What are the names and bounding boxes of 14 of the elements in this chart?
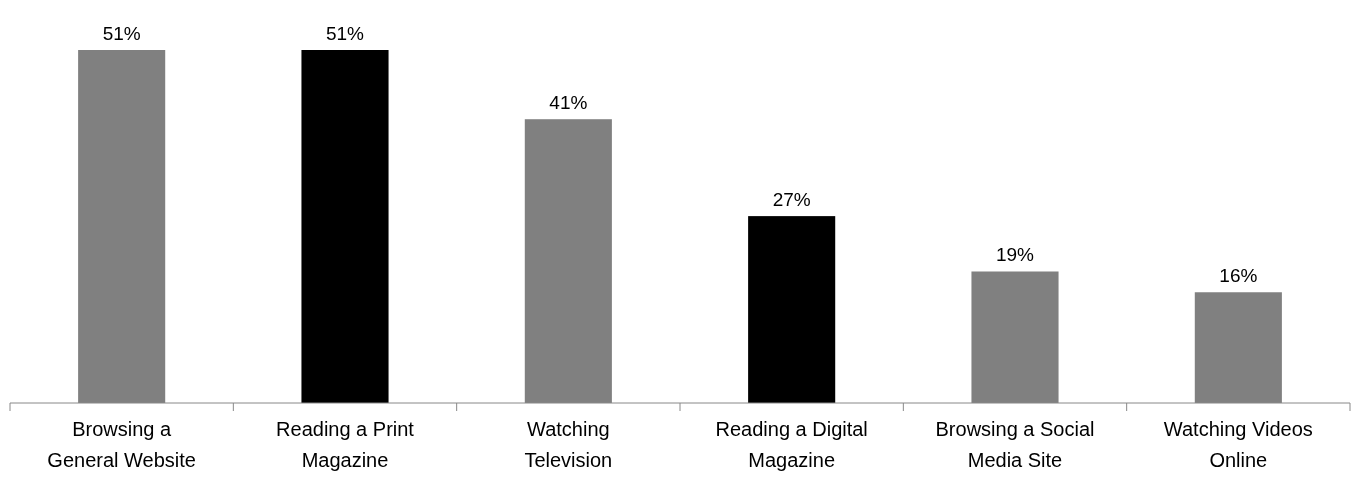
data-label: 19%: [995, 244, 1035, 266]
bar: [748, 216, 836, 403]
bar: [301, 50, 389, 403]
x-tick-label: Browsing a General Website: [47, 418, 196, 471]
x-tick-label: Reading a Digital Magazine: [715, 418, 868, 471]
data-label: 27%: [772, 189, 811, 211]
data-label: 41%: [549, 92, 588, 114]
x-tick-label: Browsing a Social Media Site: [935, 418, 1095, 471]
data-label: 51%: [325, 23, 365, 44]
data-label: 51%: [102, 23, 141, 44]
x-tick-label: Watching Television: [524, 418, 613, 471]
x-tick-label: Reading a Print Magazine: [276, 418, 415, 471]
data-label: 16%: [1219, 265, 1258, 287]
x-tick-label: Watching Videos Online: [1163, 418, 1313, 471]
